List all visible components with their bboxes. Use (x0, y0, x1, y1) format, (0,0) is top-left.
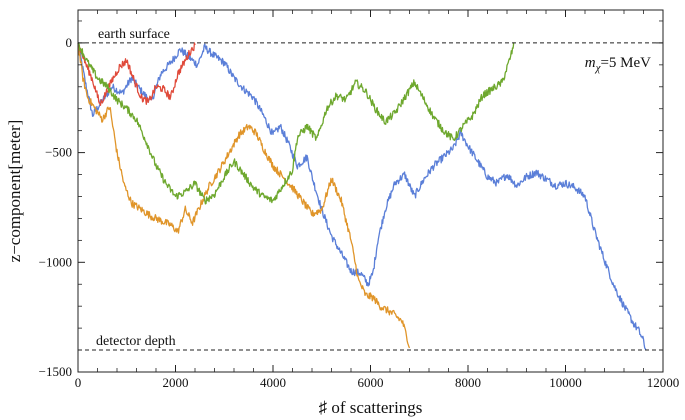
x-tick-label-1: 2000 (163, 375, 189, 390)
y-axis-title: z−component[meter] (5, 120, 24, 263)
earth-surface-label: earth surface (98, 27, 170, 42)
y-tick-label-3: −1500 (39, 364, 72, 379)
mass-subscript: χ (595, 62, 602, 74)
series-line-1 (77, 42, 411, 349)
mass-annotation: mχ=5 MeV (585, 55, 651, 74)
x-tick-label-0: 0 (75, 375, 82, 390)
y-tick-label-2: −1000 (39, 254, 72, 269)
series-line-0 (77, 42, 647, 351)
detector-depth-label: detector depth (96, 334, 176, 349)
x-tick-label-4: 8000 (455, 375, 481, 390)
y-tick-label-1: −500 (45, 145, 72, 160)
y-tick-label-0: 0 (66, 35, 73, 50)
mass-symbol: m (585, 55, 596, 71)
tick-marks (77, 10, 664, 373)
mass-value: =5 MeV (600, 55, 651, 71)
x-tick-label-5: 10000 (549, 375, 582, 390)
x-tick-label-2: 4000 (260, 375, 286, 390)
x-tick-label-6: 12000 (647, 375, 680, 390)
series-line-3 (77, 42, 515, 205)
tick-labels: 0 2000 4000 6000 8000 10000 12000 0 −500 −1000 −15… (39, 35, 680, 390)
series-layer (77, 42, 647, 351)
x-axis-title: ♯ of scatterings (319, 398, 423, 417)
x-tick-label-3: 6000 (358, 375, 384, 390)
series-line-2 (77, 42, 196, 106)
